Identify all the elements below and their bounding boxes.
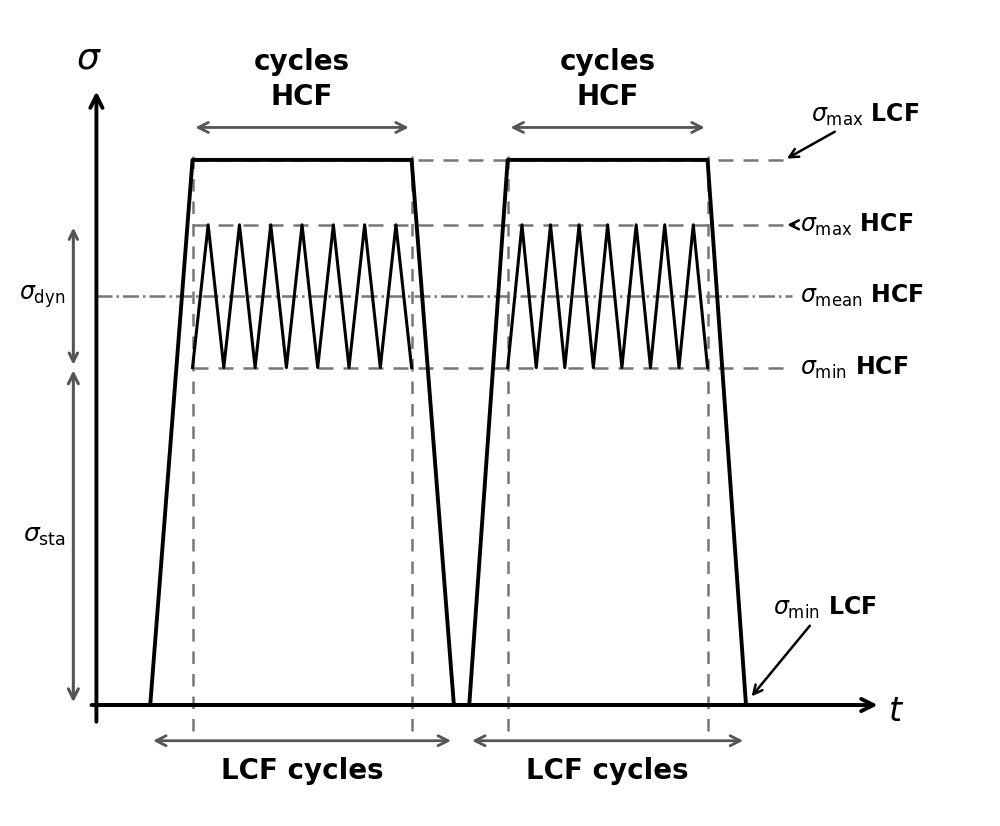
Text: $\sigma_{\rm dyn}$: $\sigma_{\rm dyn}$ <box>19 282 66 310</box>
Text: LCF cycles: LCF cycles <box>221 757 383 785</box>
Text: HCF: HCF <box>271 83 333 112</box>
Text: $\sigma_{\rm min}$ LCF: $\sigma_{\rm min}$ LCF <box>753 595 877 694</box>
Text: $\sigma_{\rm min}$ HCF: $\sigma_{\rm min}$ HCF <box>800 354 908 381</box>
Text: LCF cycles: LCF cycles <box>526 757 689 785</box>
Text: $\sigma_{\rm max}$ HCF: $\sigma_{\rm max}$ HCF <box>790 211 913 238</box>
Text: HCF: HCF <box>576 83 639 112</box>
Text: $\sigma$: $\sigma$ <box>76 41 102 75</box>
Text: $\sigma_{\rm mean}$ HCF: $\sigma_{\rm mean}$ HCF <box>800 283 924 309</box>
Text: $\sigma_{\rm sta}$: $\sigma_{\rm sta}$ <box>23 525 66 548</box>
Text: $t$: $t$ <box>888 695 904 728</box>
Text: cycles: cycles <box>254 48 350 75</box>
Text: cycles: cycles <box>560 48 656 75</box>
Text: $\sigma_{\rm max}$ LCF: $\sigma_{\rm max}$ LCF <box>789 102 920 157</box>
